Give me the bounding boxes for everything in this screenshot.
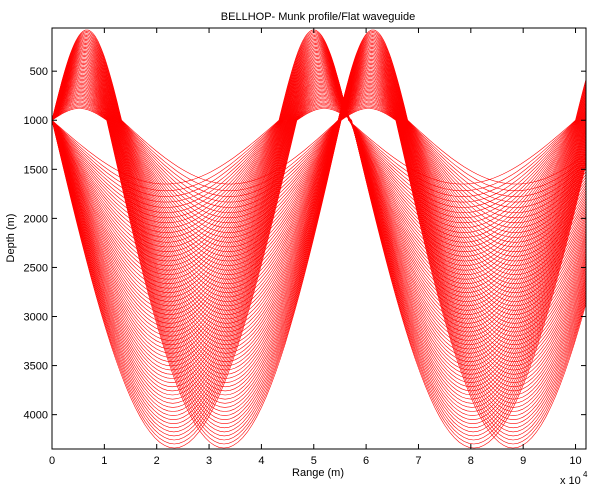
ray-path (52, 104, 586, 437)
y-tick-label: 1000 (24, 115, 48, 127)
x-axis-multiplier: x 10 (560, 475, 581, 485)
x-tick-label: 10 (569, 455, 581, 467)
x-tick-label: 0 (49, 455, 55, 467)
ray-path (52, 108, 586, 449)
y-tick-label: 2000 (24, 213, 48, 225)
y-tick-label: 4000 (24, 410, 48, 422)
y-tick-label: 2500 (24, 262, 48, 274)
ray-path (52, 98, 586, 421)
x-tick-label: 6 (363, 455, 369, 467)
y-axis-label: Depth (m) (5, 214, 17, 263)
x-tick-label: 7 (415, 455, 421, 467)
ray-path (52, 102, 586, 433)
y-tick-label: 500 (30, 66, 48, 78)
ray-path (52, 105, 586, 441)
ray-path (52, 94, 586, 408)
plot-area (52, 28, 586, 449)
x-tick-label: 2 (154, 455, 160, 467)
plot-frame (51, 27, 587, 450)
ray-paths (52, 29, 586, 449)
y-tick-label: 3500 (24, 361, 48, 373)
chart-title: BELLHOP- Munk profile/Flat waveguide (221, 11, 415, 23)
y-tick-label: 1500 (24, 164, 48, 176)
x-tick-label: 5 (311, 455, 317, 467)
ray-path (52, 101, 586, 429)
x-axis-ticks: 0 1 2 3 4 5 6 7 8 9 10 (49, 28, 582, 467)
x-tick-label: 9 (520, 455, 526, 467)
x-tick-label: 1 (101, 455, 107, 467)
ray-path (52, 93, 586, 404)
x-axis-multiplier-exponent: 4 (583, 470, 588, 479)
ray-path (52, 108, 586, 449)
y-tick-label: 3000 (24, 312, 48, 324)
ray-path (52, 97, 586, 416)
y-axis-ticks: 500 1000 1500 2000 2500 3000 3500 4000 (24, 66, 586, 422)
ray-path (52, 106, 586, 445)
ray-path (52, 100, 586, 425)
x-tick-label: 4 (258, 455, 264, 467)
x-axis-label: Range (m) (292, 467, 344, 479)
x-tick-label: 8 (468, 455, 474, 467)
ray-path (52, 96, 586, 412)
x-tick-label: 3 (206, 455, 212, 467)
